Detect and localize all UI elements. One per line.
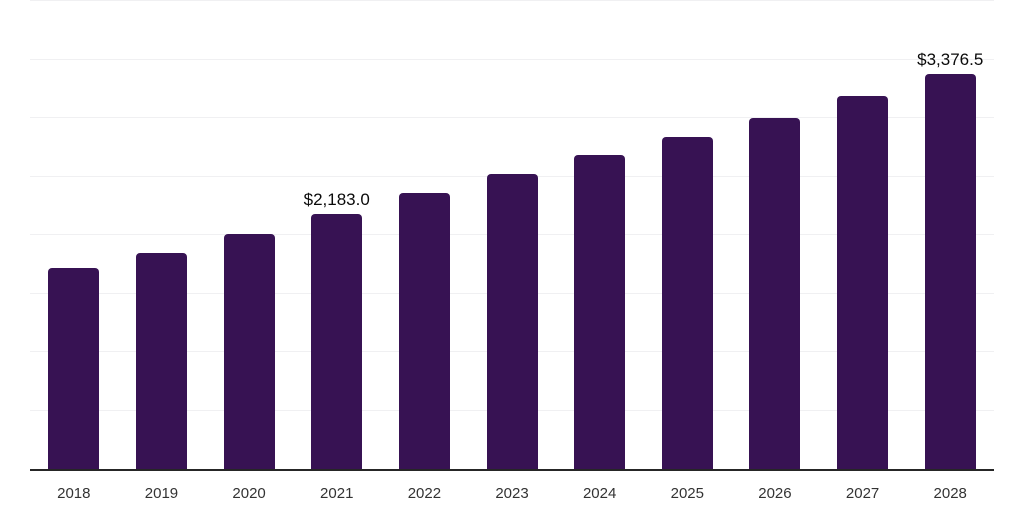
x-axis-label-2019: 2019 bbox=[144, 485, 179, 502]
bar-2020[interactable] bbox=[223, 233, 275, 469]
gridline bbox=[30, 117, 994, 118]
bar-slot-2019 bbox=[118, 1, 206, 469]
x-axis-label-2028: 2028 bbox=[933, 485, 967, 502]
bar-slot-2026 bbox=[731, 1, 819, 469]
x-axis-label-2022: 2022 bbox=[407, 485, 442, 502]
bar-2024[interactable] bbox=[574, 155, 626, 469]
gridline bbox=[30, 0, 994, 1]
gridline bbox=[30, 58, 994, 60]
bar-2021[interactable] bbox=[311, 213, 363, 469]
x-axis-label-2027: 2027 bbox=[845, 485, 880, 502]
bar-slot-2028: $3,376.5 bbox=[906, 1, 994, 469]
x-axis-label-2026: 2026 bbox=[758, 485, 792, 502]
bars-row: $2,183.0 $3,376.5 bbox=[30, 1, 994, 469]
bar-slot-2025 bbox=[643, 1, 731, 469]
x-axis-labels: 2018 2019 2020 2021 2022 2023 2024 2025 2026 2027… bbox=[30, 485, 994, 502]
bar-slot-2020 bbox=[205, 1, 293, 469]
bar-slot-2021: $2,183.0 bbox=[293, 1, 381, 469]
bar-2025[interactable] bbox=[661, 136, 713, 469]
bar-2027[interactable] bbox=[837, 95, 889, 469]
x-axis-label-2023: 2023 bbox=[495, 485, 529, 502]
bar-slot-2024 bbox=[556, 1, 644, 469]
bar-2026[interactable] bbox=[749, 118, 801, 469]
x-axis-label-2021: 2021 bbox=[320, 485, 354, 502]
x-axis-line bbox=[30, 469, 994, 471]
plot-area: $2,183.0 $3,376.5 bbox=[30, 0, 994, 469]
x-axis-label-2025: 2025 bbox=[670, 485, 704, 502]
bar-2022[interactable] bbox=[398, 192, 450, 469]
x-axis-label-2018: 2018 bbox=[57, 485, 91, 502]
x-axis-label-2024: 2024 bbox=[582, 485, 617, 502]
bar-slot-2018 bbox=[30, 1, 118, 469]
bar-2018[interactable] bbox=[48, 267, 100, 469]
x-axis-label-2020: 2020 bbox=[232, 485, 266, 502]
bar-slot-2023 bbox=[468, 1, 556, 469]
bar-2028[interactable] bbox=[924, 73, 976, 469]
bar-slot-2027 bbox=[819, 1, 907, 469]
bar-slot-2022 bbox=[381, 1, 469, 469]
bar-2023[interactable] bbox=[486, 174, 538, 469]
value-label-2028: $3,376.5 bbox=[917, 49, 984, 69]
value-label-2021: $2,183.0 bbox=[303, 189, 370, 209]
bar-2019[interactable] bbox=[135, 252, 187, 469]
